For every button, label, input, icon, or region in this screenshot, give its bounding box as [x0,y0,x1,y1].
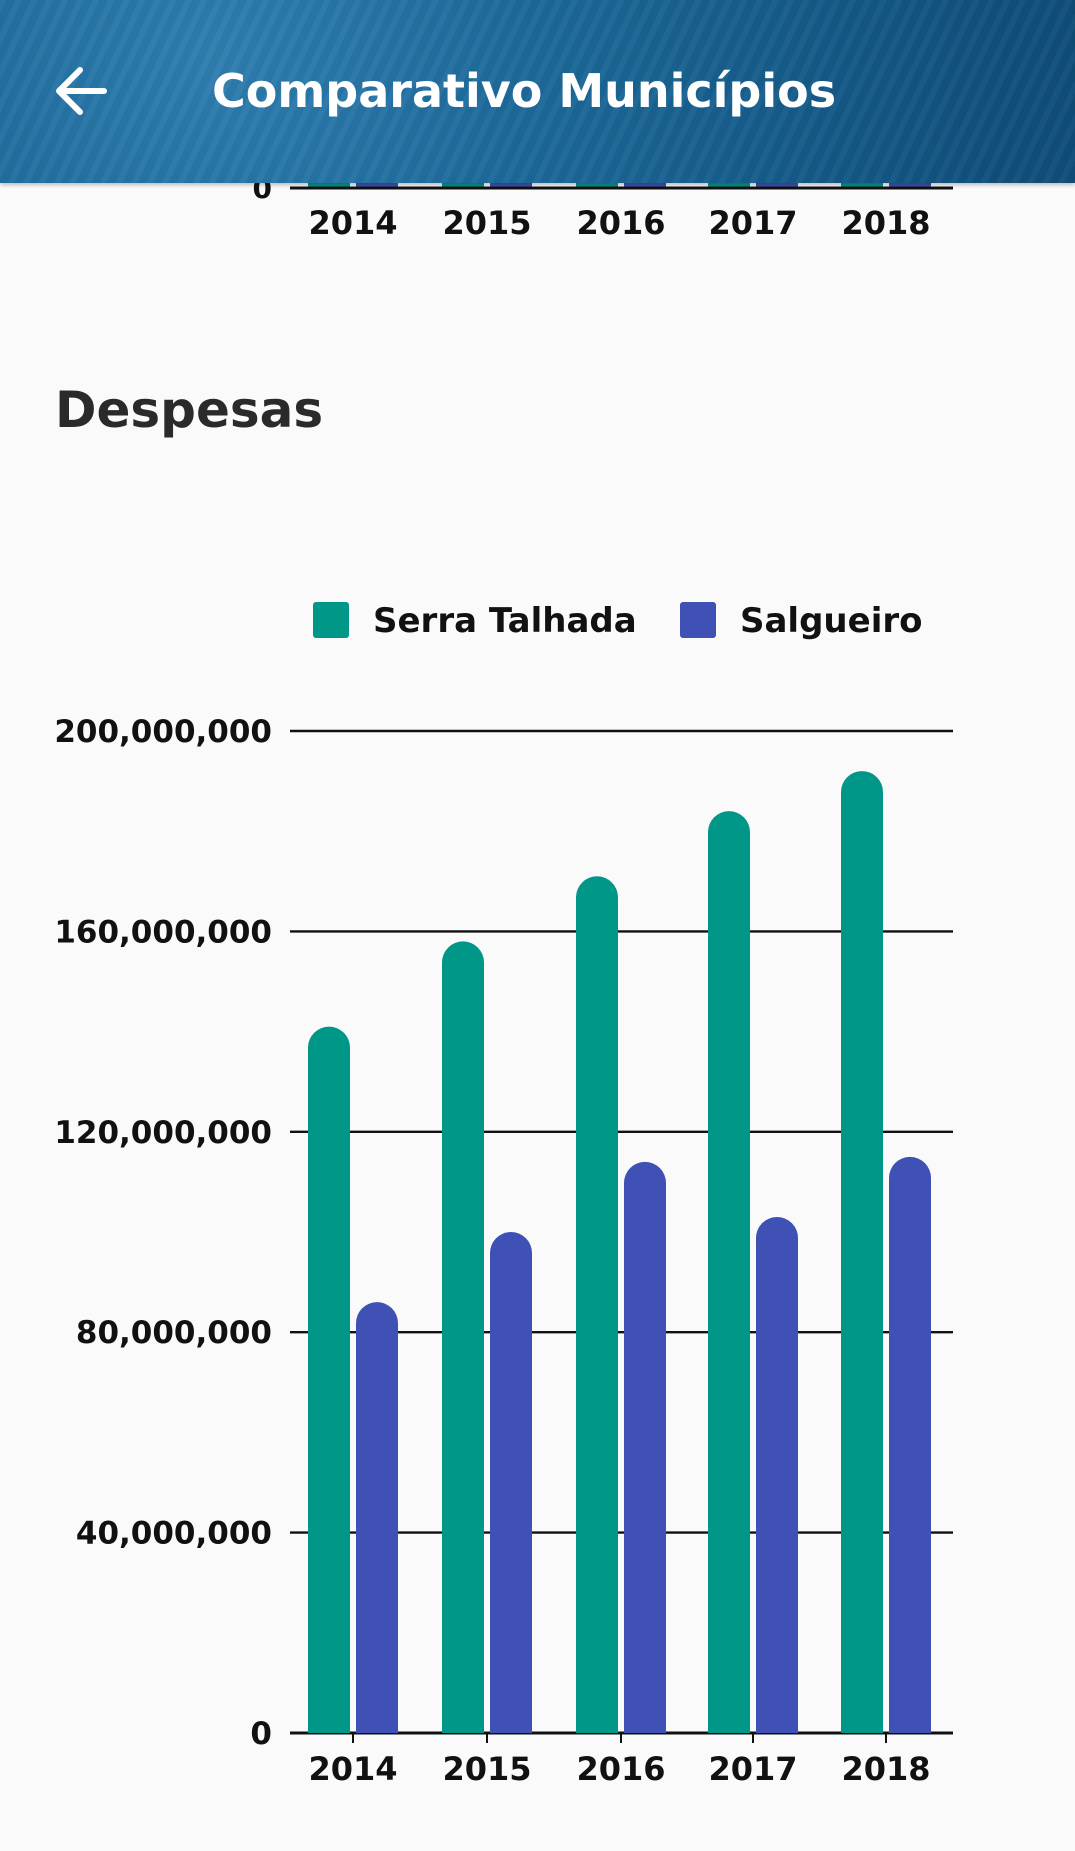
arrow-left-icon [56,67,107,115]
back-button[interactable] [50,60,112,122]
y-tick-label: 200,000,000 [54,714,272,750]
bar-salgueiro[interactable] [756,1216,798,1733]
header-title: Comparativo Municípios [212,64,837,118]
bar-salgueiro[interactable] [490,1232,532,1733]
y-tick-label: 80,000,000 [76,1315,272,1351]
bar-serra-talhada[interactable] [308,1026,350,1733]
bar-serra-talhada[interactable] [708,811,750,1733]
bar-serra-talhada[interactable] [841,771,883,1733]
x-tick-label: 2017 [708,1750,797,1788]
bar-serra-talhada[interactable] [576,876,618,1733]
previous-chart-x-tick-label: 2018 [841,204,930,242]
y-tick-label: 40,000,000 [76,1516,272,1552]
legend-label: Salgueiro [740,601,922,641]
previous-chart-x-tick-label: 2014 [308,204,397,242]
y-tick-label: 160,000,000 [54,914,272,950]
legend-swatch [680,602,716,638]
bar-serra-talhada[interactable] [442,941,484,1733]
previous-chart-x-tick-label: 2016 [576,204,665,242]
x-tick-label: 2015 [442,1750,531,1788]
x-tick-label: 2016 [576,1750,665,1788]
y-tick-label: 0 [250,1716,272,1752]
y-tick-label: 120,000,000 [54,1115,272,1151]
x-tick-label: 2014 [308,1750,397,1788]
previous-chart-x-tick-label: 2015 [442,204,531,242]
previous-chart-x-tick-label: 2017 [708,204,797,242]
legend-label: Serra Talhada [373,601,637,641]
x-tick-label: 2018 [841,1750,930,1788]
bar-salgueiro[interactable] [356,1302,398,1733]
section-title: Despesas [55,381,324,439]
app-header: Comparativo Municípios [0,0,1075,183]
bar-salgueiro[interactable] [624,1161,666,1733]
bar-salgueiro[interactable] [889,1156,931,1733]
legend-swatch [313,602,349,638]
